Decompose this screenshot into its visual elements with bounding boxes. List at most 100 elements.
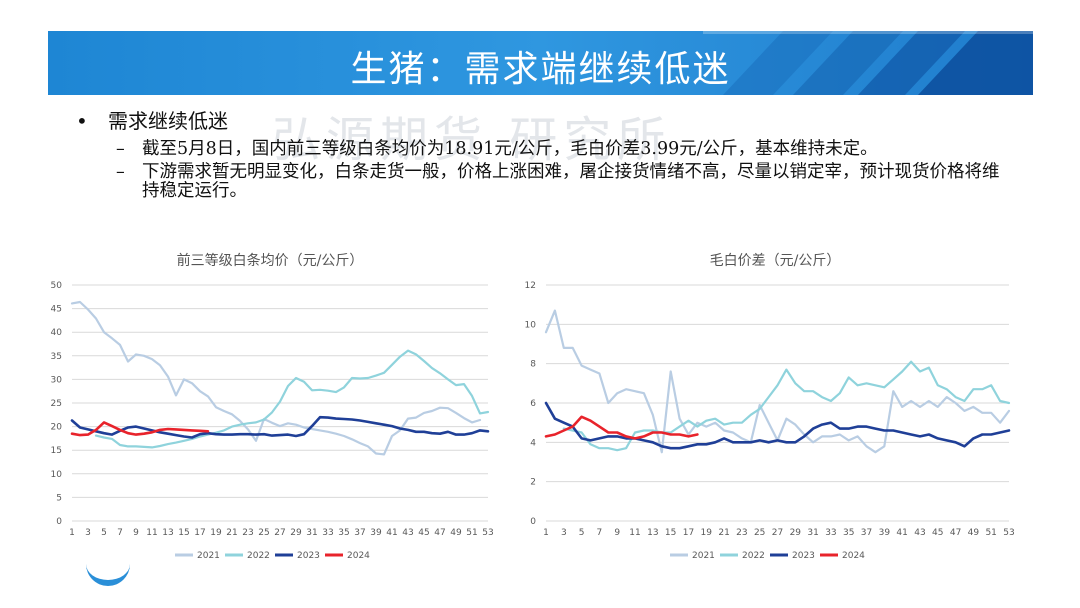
x-tick-label: 13	[162, 528, 173, 538]
chart-1-title: 前三等级白条均价（元/公斤）	[176, 253, 364, 269]
y-tick-label: 2	[530, 478, 536, 488]
y-tick-label: 40	[51, 328, 63, 338]
x-tick-label: 3	[85, 528, 91, 538]
y-tick-label: 15	[51, 446, 62, 456]
title-banner: 生猪：需求端继续低迷	[48, 31, 1033, 95]
x-tick-label: 17	[683, 528, 694, 538]
legend-label-2023: 2023	[792, 551, 815, 561]
dash-icon: –	[116, 139, 125, 159]
x-tick-label: 37	[354, 528, 365, 538]
x-tick-label: 45	[418, 528, 429, 538]
x-tick-label: 9	[133, 528, 139, 538]
series-line-2021	[70, 300, 482, 456]
x-tick-label: 47	[950, 528, 961, 538]
x-tick-label: 23	[736, 528, 747, 538]
y-tick-label: 6	[530, 399, 536, 409]
series-line-2024	[544, 415, 699, 440]
y-tick-label: 10	[51, 470, 63, 480]
x-tick-label: 33	[322, 528, 333, 538]
x-tick-label: 25	[754, 528, 765, 538]
x-tick-label: 1	[543, 528, 549, 538]
x-tick-label: 7	[597, 528, 603, 538]
x-tick-label: 45	[932, 528, 943, 538]
series-line-2022	[562, 360, 1011, 452]
x-tick-label: 49	[450, 528, 462, 538]
y-tick-label: 5	[56, 493, 62, 503]
x-tick-label: 39	[879, 528, 891, 538]
y-tick-label: 10	[525, 320, 537, 330]
x-tick-label: 53	[1003, 528, 1014, 538]
x-tick-label: 11	[629, 528, 640, 538]
x-tick-label: 39	[370, 528, 382, 538]
y-tick-label: 12	[525, 281, 536, 291]
x-tick-label: 15	[665, 528, 676, 538]
x-tick-label: 23	[242, 528, 253, 538]
x-tick-label: 5	[101, 528, 107, 538]
dash-icon: –	[116, 162, 125, 182]
page-title: 生猪：需求端继续低迷	[350, 49, 731, 90]
y-tick-label: 50	[51, 281, 63, 291]
watermark-text: 弘源期货 研究所	[272, 112, 672, 168]
chart-2-title: 毛白价差（元/公斤）	[709, 253, 841, 269]
bullet-heading-text: 需求继续低迷	[108, 109, 228, 133]
x-tick-label: 1	[69, 528, 75, 538]
legend-label-2024: 2024	[347, 551, 370, 561]
x-tick-label: 15	[178, 528, 189, 538]
x-tick-label: 35	[843, 528, 854, 538]
sub-bullet-2: – 下游需求暂无明显变化，白条走货一般，价格上涨困难，屠企接货情绪不高，尽量以销…	[76, 163, 1006, 201]
y-tick-label: 25	[51, 399, 62, 409]
x-tick-label: 7	[117, 528, 123, 538]
series-line-2024	[70, 421, 210, 437]
x-tick-label: 37	[861, 528, 872, 538]
bullet-section: • 需求继续低迷 – 截至5月8日，国内前三等级白条均价为18.91元/公斤，毛…	[76, 106, 1006, 201]
x-tick-label: 11	[146, 528, 157, 538]
x-tick-label: 27	[274, 528, 285, 538]
y-tick-label: 45	[51, 305, 62, 315]
legend-label-2022: 2022	[247, 551, 270, 561]
x-tick-label: 13	[647, 528, 658, 538]
x-tick-label: 43	[914, 528, 925, 538]
x-tick-label: 25	[258, 528, 269, 538]
x-tick-label: 47	[434, 528, 445, 538]
series-line-2023	[70, 415, 490, 439]
y-tick-label: 30	[51, 375, 63, 385]
x-tick-label: 5	[579, 528, 585, 538]
x-tick-label: 53	[482, 528, 493, 538]
x-tick-label: 33	[825, 528, 836, 538]
legend-label-2023: 2023	[297, 551, 320, 561]
series-line-2021	[544, 309, 1011, 454]
x-tick-label: 41	[386, 528, 397, 538]
sub-bullet-text: 下游需求暂无明显变化，白条走货一般，价格上涨困难，屠企接货情绪不高，尽量以销定宰…	[142, 162, 1000, 201]
sub-bullet-text: 截至5月8日，国内前三等级白条均价为18.91元/公斤，毛白价差3.99元/公斤…	[142, 139, 878, 159]
y-tick-label: 0	[56, 517, 62, 527]
x-tick-label: 31	[306, 528, 317, 538]
x-tick-label: 43	[402, 528, 413, 538]
y-tick-label: 20	[51, 423, 63, 433]
x-tick-label: 19	[701, 528, 713, 538]
x-tick-label: 19	[210, 528, 222, 538]
x-tick-label: 3	[561, 528, 567, 538]
logo-arc-icon	[86, 560, 130, 586]
x-tick-label: 51	[466, 528, 477, 538]
legend-label-2021: 2021	[197, 551, 220, 561]
bullet-heading: • 需求继续低迷	[76, 106, 1006, 136]
y-tick-label: 4	[530, 438, 536, 448]
x-tick-label: 49	[968, 528, 980, 538]
legend-label-2024: 2024	[842, 551, 865, 561]
y-tick-label: 35	[51, 352, 62, 362]
sub-bullet-1: – 截至5月8日，国内前三等级白条均价为18.91元/公斤，毛白价差3.99元/…	[76, 140, 1006, 159]
series-line-2023	[544, 401, 1011, 450]
x-tick-label: 35	[338, 528, 349, 538]
series-line-2022	[94, 349, 490, 449]
x-tick-label: 41	[896, 528, 907, 538]
x-tick-label: 27	[772, 528, 783, 538]
banner-stripes-decoration	[703, 31, 1033, 95]
x-tick-label: 31	[807, 528, 818, 538]
x-tick-label: 17	[194, 528, 205, 538]
x-tick-label: 9	[614, 528, 620, 538]
legend-label-2021: 2021	[692, 551, 715, 561]
y-tick-label: 8	[530, 360, 536, 370]
x-tick-label: 29	[790, 528, 802, 538]
